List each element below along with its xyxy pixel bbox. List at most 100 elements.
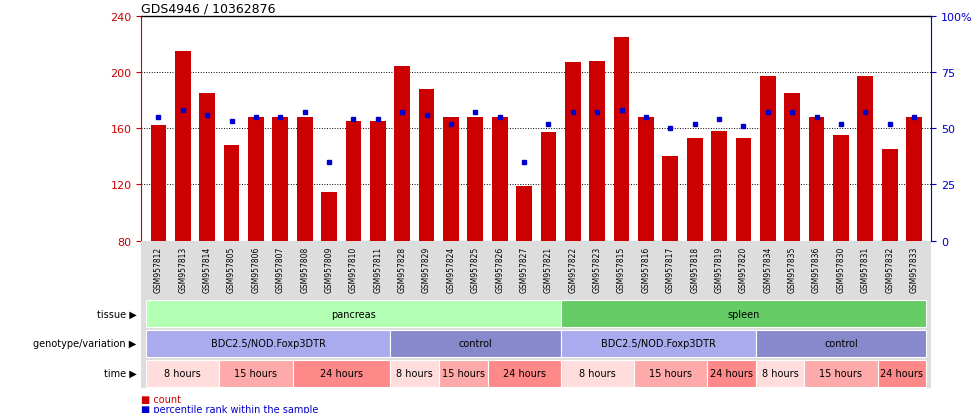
Bar <box>833 136 849 241</box>
Text: GSM957813: GSM957813 <box>178 246 187 292</box>
Bar <box>561 301 926 327</box>
Text: GSM957812: GSM957812 <box>154 246 163 292</box>
Bar <box>756 330 926 357</box>
Bar <box>784 94 800 241</box>
Bar <box>662 157 679 241</box>
Text: GSM957827: GSM957827 <box>520 246 528 292</box>
Bar <box>467 118 484 241</box>
Bar <box>390 330 561 357</box>
Bar <box>881 150 898 241</box>
Bar <box>634 360 707 387</box>
Bar <box>199 94 215 241</box>
Text: GSM957832: GSM957832 <box>885 246 894 292</box>
Text: GSM957829: GSM957829 <box>422 246 431 292</box>
Bar <box>296 118 313 241</box>
Text: genotype/variation ▶: genotype/variation ▶ <box>33 339 136 349</box>
Bar <box>565 63 581 241</box>
Bar <box>223 146 240 241</box>
Text: GSM957809: GSM957809 <box>325 246 333 292</box>
Bar <box>804 360 878 387</box>
Text: GSM957815: GSM957815 <box>617 246 626 292</box>
Bar <box>516 186 532 241</box>
Text: spleen: spleen <box>727 309 760 319</box>
Bar <box>540 133 557 241</box>
Text: GSM957806: GSM957806 <box>252 246 260 292</box>
Text: 8 hours: 8 hours <box>165 368 201 378</box>
Bar <box>878 360 926 387</box>
Bar <box>394 67 410 241</box>
Text: 8 hours: 8 hours <box>579 368 615 378</box>
Bar <box>418 90 435 241</box>
Bar <box>345 122 362 241</box>
Text: GSM957821: GSM957821 <box>544 246 553 292</box>
Text: GSM957822: GSM957822 <box>568 246 577 292</box>
Bar <box>760 77 776 241</box>
Bar <box>272 118 289 241</box>
Text: ■ count: ■ count <box>141 394 181 404</box>
Bar <box>756 360 804 387</box>
Text: GSM957833: GSM957833 <box>910 246 918 292</box>
Text: BDC2.5/NOD.Foxp3DTR: BDC2.5/NOD.Foxp3DTR <box>601 339 716 349</box>
Bar <box>488 360 561 387</box>
Text: 15 hours: 15 hours <box>819 368 863 378</box>
Text: GSM957808: GSM957808 <box>300 246 309 292</box>
Bar <box>561 330 756 357</box>
Text: GSM957831: GSM957831 <box>861 246 870 292</box>
Text: GSM957834: GSM957834 <box>763 246 772 292</box>
Text: 8 hours: 8 hours <box>761 368 799 378</box>
Text: GSM957828: GSM957828 <box>398 246 407 292</box>
Bar <box>707 360 756 387</box>
Bar <box>175 52 191 241</box>
Text: 15 hours: 15 hours <box>648 368 692 378</box>
Text: GSM957811: GSM957811 <box>373 246 382 292</box>
Text: 24 hours: 24 hours <box>880 368 923 378</box>
Text: pancreas: pancreas <box>332 309 375 319</box>
Bar <box>248 118 264 241</box>
Text: GSM957830: GSM957830 <box>837 246 845 292</box>
Bar <box>292 360 390 387</box>
Bar <box>370 122 386 241</box>
Text: GSM957824: GSM957824 <box>447 246 455 292</box>
Text: GSM957814: GSM957814 <box>203 246 212 292</box>
Text: control: control <box>458 339 492 349</box>
Bar <box>146 360 219 387</box>
Text: 24 hours: 24 hours <box>502 368 546 378</box>
Text: 8 hours: 8 hours <box>396 368 433 378</box>
Bar <box>857 77 874 241</box>
Text: tissue ▶: tissue ▶ <box>97 309 136 319</box>
Text: GSM957826: GSM957826 <box>495 246 504 292</box>
Bar <box>443 118 459 241</box>
Text: ■ percentile rank within the sample: ■ percentile rank within the sample <box>141 404 319 413</box>
Text: GDS4946 / 10362876: GDS4946 / 10362876 <box>141 2 276 15</box>
Bar <box>686 139 703 241</box>
Bar <box>735 139 752 241</box>
Bar <box>491 118 508 241</box>
Text: time ▶: time ▶ <box>103 368 136 378</box>
Text: GSM957836: GSM957836 <box>812 246 821 292</box>
Text: GSM957823: GSM957823 <box>593 246 602 292</box>
Bar <box>906 118 922 241</box>
Text: GSM957807: GSM957807 <box>276 246 285 292</box>
Text: control: control <box>824 339 858 349</box>
Text: GSM957825: GSM957825 <box>471 246 480 292</box>
Text: 24 hours: 24 hours <box>320 368 363 378</box>
Bar <box>711 132 727 241</box>
Bar <box>146 330 390 357</box>
Text: GSM957835: GSM957835 <box>788 246 797 292</box>
Text: GSM957810: GSM957810 <box>349 246 358 292</box>
Bar <box>146 301 561 327</box>
Bar <box>613 38 630 241</box>
Bar <box>638 118 654 241</box>
Text: GSM957817: GSM957817 <box>666 246 675 292</box>
Text: GSM957805: GSM957805 <box>227 246 236 292</box>
Text: GSM957818: GSM957818 <box>690 246 699 292</box>
Bar <box>150 126 167 241</box>
Bar <box>589 62 605 241</box>
Bar <box>219 360 292 387</box>
Text: GSM957820: GSM957820 <box>739 246 748 292</box>
Bar <box>808 118 825 241</box>
Bar <box>321 192 337 241</box>
Text: 24 hours: 24 hours <box>710 368 753 378</box>
Bar <box>390 360 439 387</box>
Text: 15 hours: 15 hours <box>442 368 485 378</box>
